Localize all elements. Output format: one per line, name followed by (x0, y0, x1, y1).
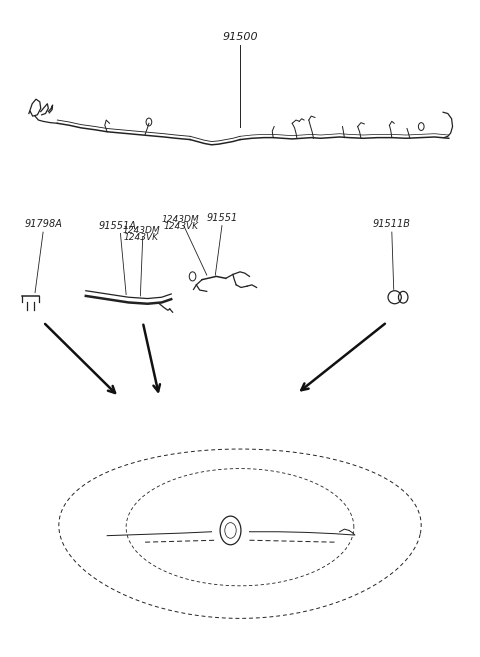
Text: 91511B: 91511B (373, 219, 411, 229)
Text: 1243DM: 1243DM (122, 226, 160, 235)
Text: 91798A: 91798A (24, 219, 62, 229)
Text: 1243VK: 1243VK (124, 233, 159, 242)
Text: 91500: 91500 (222, 32, 258, 42)
Text: 91551: 91551 (206, 213, 238, 223)
Text: 91551A: 91551A (99, 221, 136, 231)
Text: 1243VK: 1243VK (163, 222, 198, 231)
Text: 1243DM: 1243DM (162, 215, 200, 223)
